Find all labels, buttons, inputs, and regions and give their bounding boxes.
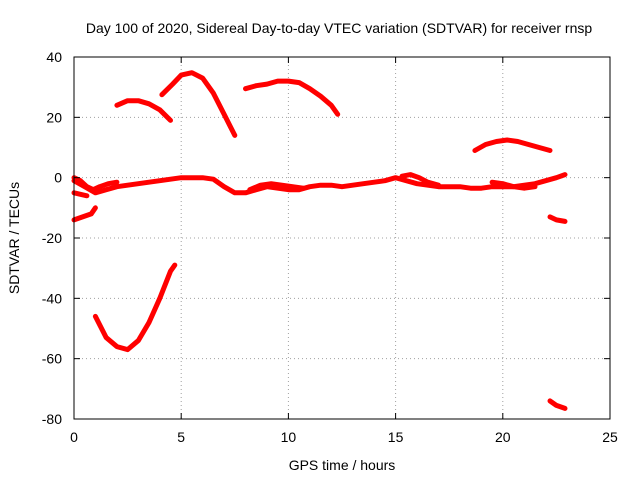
x-tick-label: 25 <box>602 429 618 445</box>
x-tick-label: 10 <box>281 429 297 445</box>
data-series <box>71 70 568 411</box>
series-arc-6 <box>472 137 553 153</box>
x-tick-label: 20 <box>495 429 511 445</box>
y-axis-label: SDTVAR / TECUs <box>6 182 22 294</box>
y-tick-label: -60 <box>42 351 62 367</box>
y-tick-label: -80 <box>42 411 62 427</box>
series-arc-12 <box>489 179 538 191</box>
y-tick-label: -40 <box>42 290 62 306</box>
y-tick-label: 20 <box>46 109 62 125</box>
series-arc-13 <box>547 214 568 224</box>
series-arc-2 <box>92 262 178 353</box>
series-arc-7 <box>71 172 568 196</box>
series-arc-14 <box>547 398 568 411</box>
series-arc-8 <box>71 175 120 193</box>
x-tick-label: 15 <box>388 429 404 445</box>
grid <box>74 57 610 419</box>
axis-ticks <box>73 56 611 420</box>
series-arc-9 <box>71 190 90 199</box>
x-tick-label: 0 <box>70 429 78 445</box>
y-tick-label: 0 <box>54 170 62 186</box>
y-tick-label: -20 <box>42 230 62 246</box>
y-tick-label: 40 <box>46 49 62 65</box>
x-tick-label: 5 <box>177 429 185 445</box>
series-arc-1 <box>71 205 98 223</box>
series-arc-10 <box>247 181 306 193</box>
series-arc-3 <box>114 98 173 123</box>
series-arc-11 <box>399 172 441 188</box>
tick-labels: 0 5 10 15 20 25 -80 -60 -40 -20 0 20 40 <box>42 49 618 445</box>
series-arc-5 <box>243 78 341 117</box>
series-arc-4 <box>159 70 238 138</box>
x-axis-label: GPS time / hours <box>289 457 396 473</box>
chart-title: Day 100 of 2020, Sidereal Day-to-day VTE… <box>86 20 592 36</box>
